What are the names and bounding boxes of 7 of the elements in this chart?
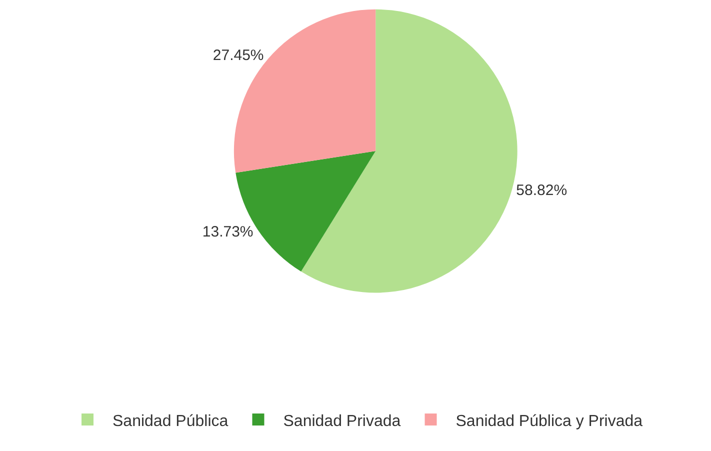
legend-label: Sanidad Pública y Privada: [456, 412, 643, 430]
data-label: 58.82%: [516, 182, 568, 199]
pie-slice: [301, 9, 518, 293]
legend-label: Sanidad Pública: [112, 412, 228, 430]
data-label: 27.45%: [212, 46, 264, 64]
legend-label: Sanidad Privada: [283, 412, 401, 430]
data-label: 13.73%: [202, 223, 254, 240]
